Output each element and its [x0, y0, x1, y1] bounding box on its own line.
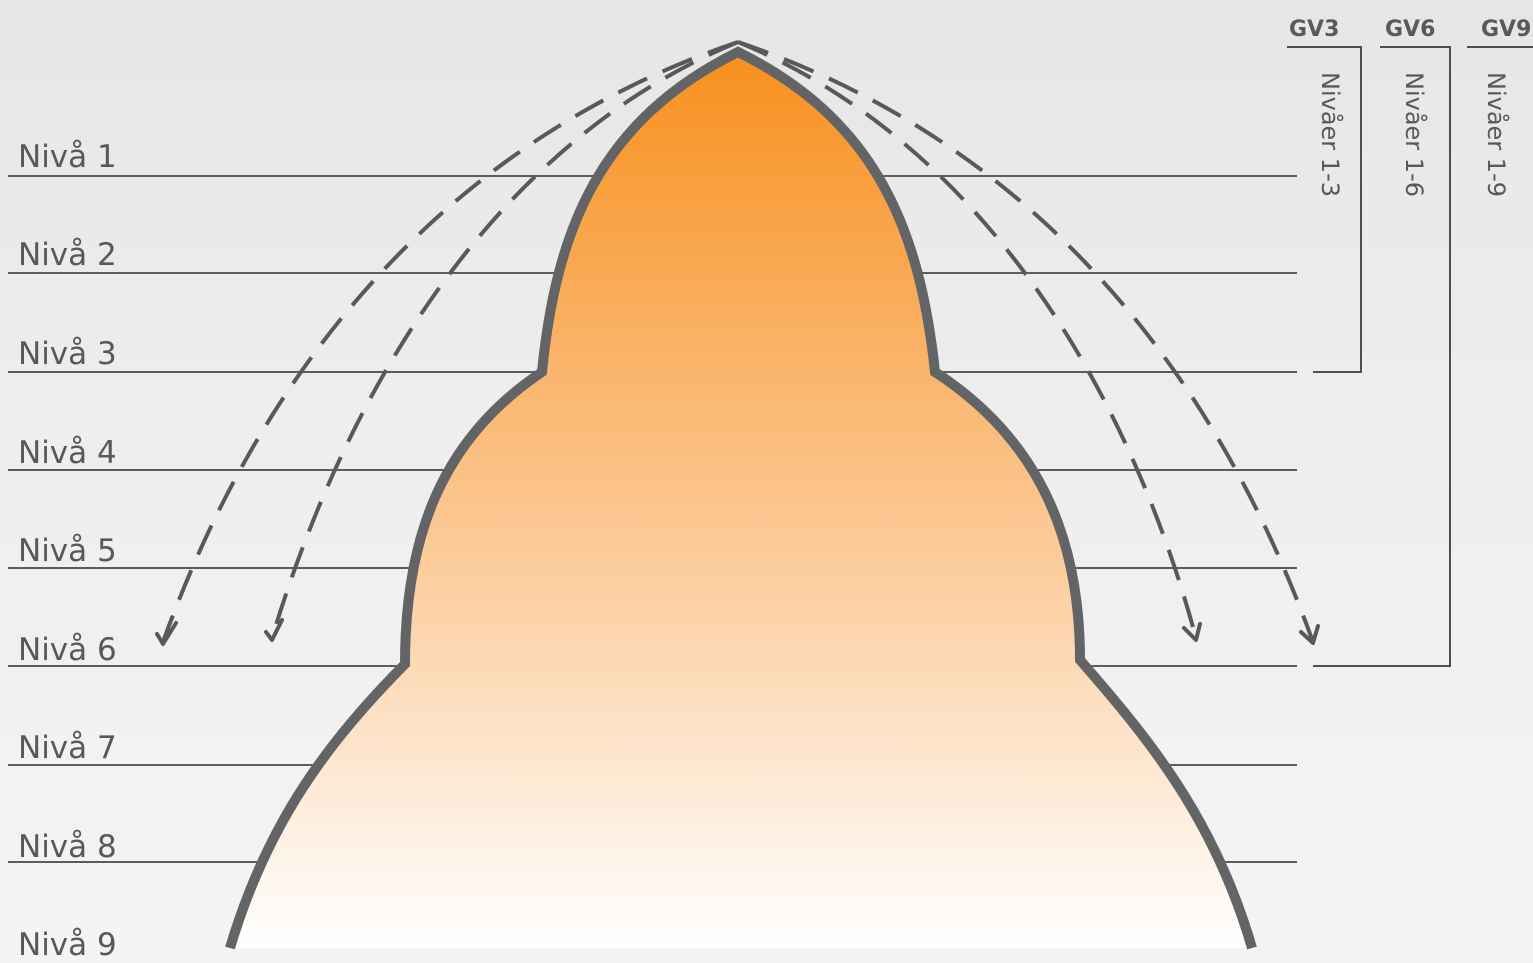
group-gv6: GV6 Nivåer 1-6: [1313, 17, 1451, 667]
group-range-gv3: Nivåer 1-3: [1316, 72, 1345, 197]
dashed-arc-outer-left: [161, 40, 739, 643]
bracket-gv6: [1313, 46, 1451, 667]
level-label-3: Nivå 3: [18, 336, 117, 372]
arrowheads: [155, 618, 1320, 646]
arrow-down-icon: [1299, 624, 1320, 645]
level-label-8: Nivå 8: [18, 829, 117, 865]
level-bell-outline: [225, 46, 1257, 950]
group-gv9: GV9 Nivåer 1-9: [1467, 17, 1533, 197]
dashed-arc-inner-left: [270, 40, 739, 639]
group-brackets: GV3 Nivåer 1-3 GV6 Nivåer 1-6 GV9 Nivåer…: [1287, 17, 1533, 667]
level-label-1: Nivå 1: [18, 139, 117, 175]
level-label-2: Nivå 2: [18, 237, 117, 273]
dashed-arcs: [161, 40, 1315, 643]
group-range-gv9: Nivåer 1-9: [1482, 72, 1511, 197]
level-bell-shape: [230, 52, 1252, 948]
level-label-7: Nivå 7: [18, 730, 117, 766]
level-label-5: Nivå 5: [18, 533, 117, 569]
bracket-gv3: [1287, 46, 1362, 373]
level-labels: Nivå 1 Nivå 2 Nivå 3 Nivå 4 Nivå 5 Nivå …: [18, 139, 117, 963]
group-code-gv9: GV9: [1481, 17, 1531, 42]
level-label-4: Nivå 4: [18, 435, 117, 471]
dashed-arc-outer-right: [737, 40, 1315, 643]
level-label-9: Nivå 9: [18, 927, 117, 963]
group-code-gv6: GV6: [1385, 17, 1435, 42]
group-code-gv3: GV3: [1289, 17, 1339, 42]
dashed-arc-inner-right: [737, 40, 1198, 639]
arrow-down-icon: [264, 618, 284, 642]
group-gv3: GV3 Nivåer 1-3: [1287, 17, 1362, 373]
arrow-down-icon: [1182, 622, 1202, 642]
level-label-6: Nivå 6: [18, 632, 117, 668]
group-range-gv6: Nivåer 1-6: [1400, 72, 1429, 197]
arrow-down-icon: [155, 621, 178, 646]
